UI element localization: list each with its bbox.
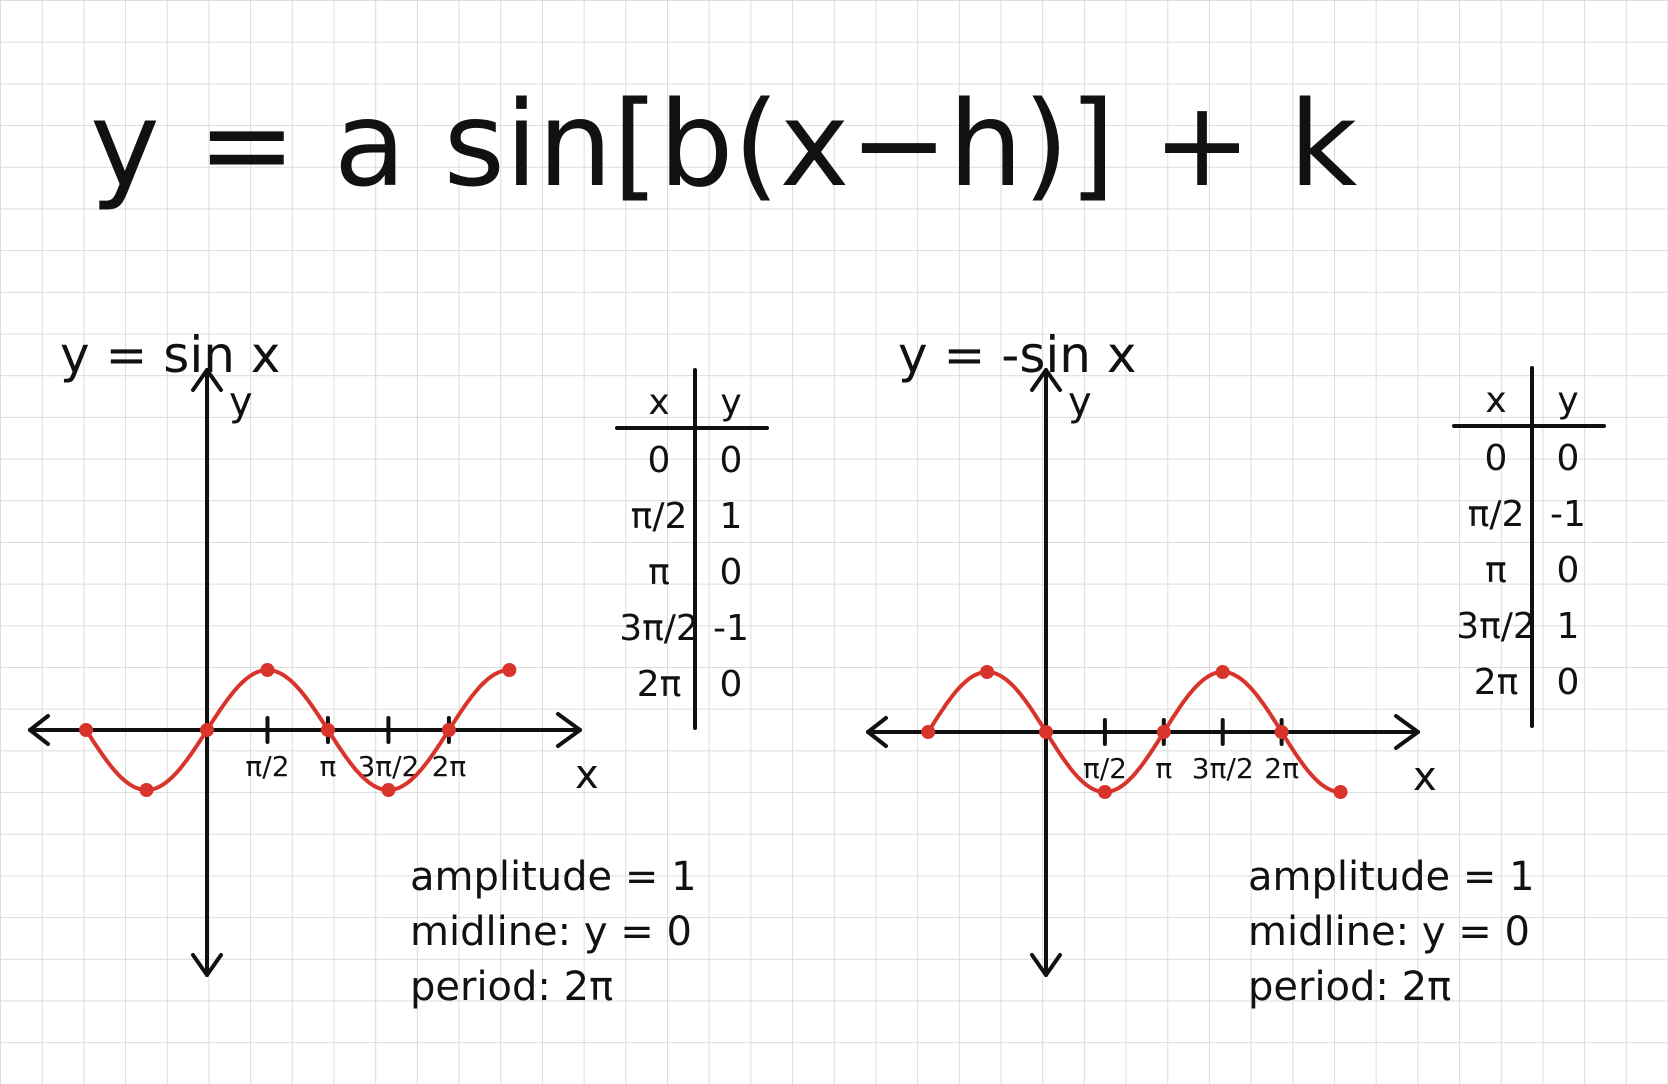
table-cell: 0: [648, 440, 671, 481]
data-point: [1274, 725, 1289, 739]
table-cell: -1: [1550, 494, 1586, 535]
y-axis-up-arrow-icon: [191, 368, 223, 392]
table-cell: 0: [1557, 662, 1580, 703]
table-cell: -1: [713, 608, 749, 649]
data-point: [200, 723, 214, 737]
x-tick-label: π/2: [1083, 752, 1127, 785]
table-cell: 0: [1557, 438, 1580, 479]
main-formula: y = a sin[b(x−h)] + k: [90, 75, 1357, 213]
data-point: [441, 723, 456, 737]
x-axis-left-arrow-icon: [28, 714, 50, 746]
note-line: amplitude = 1: [410, 854, 697, 900]
data-point: [1333, 785, 1348, 799]
chart-y-sinx: y = sin x x y π/2 π 3π/2 2π x y 0 0 π/2 1 π 0 3π/2 -1 2π 0…: [28, 326, 769, 1010]
x-tick-label: 3π/2: [357, 750, 419, 783]
data-point: [1097, 785, 1112, 799]
table-cell: 0: [720, 552, 743, 593]
table-cell: 2π: [637, 664, 682, 705]
x-tick-label: 3π/2: [1192, 752, 1254, 785]
x-axis-left-arrow-icon: [866, 716, 888, 748]
x-axis-label: x: [1413, 754, 1437, 800]
y-axis-down-arrow-icon: [1030, 953, 1062, 977]
y-axis-label: y: [1068, 379, 1092, 425]
value-table: x y 0 0 π/2 -1 π 0 3π/2 1 2π 0: [1452, 366, 1606, 728]
data-point: [502, 663, 517, 677]
sine-curve: [926, 669, 1341, 794]
x-tick-label: π/2: [245, 750, 289, 783]
data-point: [79, 723, 94, 737]
table-cell: 3π/2: [619, 608, 699, 649]
x-tick-label: 2π: [432, 750, 467, 783]
data-point: [260, 663, 275, 677]
sine-curve: [84, 668, 510, 793]
table-cell: π/2: [631, 496, 688, 537]
data-point: [980, 665, 995, 679]
note-line: midline: y = 0: [410, 909, 692, 955]
y-axis-label: y: [229, 379, 253, 425]
table-cell: 2π: [1474, 662, 1519, 703]
table-header: x: [648, 382, 669, 423]
x-axis-right-arrow-icon: [1394, 714, 1420, 750]
x-axis-right-arrow-icon: [556, 712, 582, 748]
table-header: x: [1485, 380, 1506, 421]
table-cell: 1: [1557, 606, 1580, 647]
x-axis-label: x: [575, 752, 599, 798]
table-cell: 0: [720, 664, 743, 705]
value-table: x y 0 0 π/2 1 π 0 3π/2 -1 2π 0: [615, 368, 769, 730]
y-axis-down-arrow-icon: [191, 953, 223, 977]
chart-y-neg-sinx: y = -sin x x y π/2 π 3π/2 2π x y 0 0 π/2 -1 π 0 3π/2 1 2π…: [866, 326, 1606, 1010]
table-cell: 0: [1557, 550, 1580, 591]
x-tick-label: π: [320, 750, 337, 783]
chart-title: y = sin x: [60, 326, 280, 384]
data-point: [1215, 665, 1230, 679]
data-point: [381, 783, 396, 797]
x-tick-label: 2π: [1264, 752, 1299, 785]
table-cell: π: [648, 552, 670, 593]
note-line: period: 2π: [410, 964, 613, 1010]
table-cell: 0: [1485, 438, 1508, 479]
data-point: [921, 725, 936, 739]
table-cell: 3π/2: [1456, 606, 1536, 647]
chart-title: y = -sin x: [898, 326, 1136, 384]
data-point: [320, 723, 335, 737]
y-axis-up-arrow-icon: [1030, 368, 1062, 392]
table-header: y: [1557, 380, 1578, 421]
table-cell: π/2: [1468, 494, 1525, 535]
data-point: [139, 783, 154, 797]
table-cell: 0: [720, 440, 743, 481]
data-point: [1156, 725, 1171, 739]
x-tick-label: π: [1155, 752, 1172, 785]
note-line: midline: y = 0: [1248, 909, 1530, 955]
note-line: amplitude = 1: [1248, 854, 1535, 900]
data-point: [1039, 725, 1053, 739]
table-cell: π: [1485, 550, 1507, 591]
table-header: y: [720, 382, 741, 423]
table-cell: 1: [720, 496, 743, 537]
note-line: period: 2π: [1248, 964, 1451, 1010]
